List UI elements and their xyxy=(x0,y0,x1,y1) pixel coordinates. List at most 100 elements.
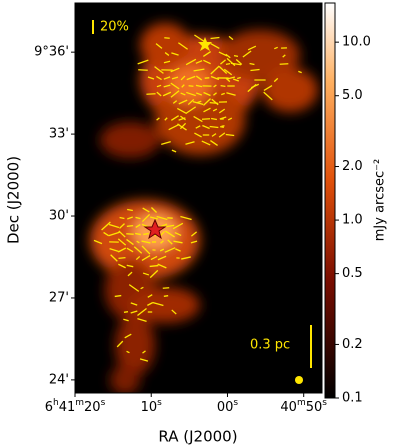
polarization-vector xyxy=(218,51,228,57)
polarization-vector xyxy=(127,271,133,277)
polarization-vector xyxy=(176,107,188,115)
polarization-vector xyxy=(157,263,167,269)
polarization-vector xyxy=(192,101,204,105)
polarization-vector xyxy=(170,115,180,121)
x-axis-label: RA (J2000) xyxy=(158,428,237,446)
x-tick-label: 10s xyxy=(141,398,163,415)
polarization-vectors xyxy=(93,34,302,362)
polarization-vector xyxy=(210,65,220,75)
colorbar-tick-label: 10.0 xyxy=(342,35,371,50)
polarization-vector xyxy=(170,67,180,73)
polarization-vector xyxy=(172,100,178,104)
polarization-vector xyxy=(126,264,134,268)
polarization-vector xyxy=(162,287,170,289)
polarization-vector xyxy=(116,340,124,348)
polarization-vector xyxy=(161,140,171,146)
polarization-vector xyxy=(201,140,211,146)
polarization-vector xyxy=(156,215,168,221)
polarization-vector xyxy=(185,141,195,145)
polarization-vector xyxy=(171,149,177,153)
polarization-vector xyxy=(218,65,228,75)
polarization-vector xyxy=(126,350,130,354)
polarization-vector xyxy=(147,302,153,306)
polarization-vector xyxy=(221,92,225,96)
polarization-vector xyxy=(226,92,236,96)
polarization-vector xyxy=(160,240,164,244)
polarization-vector xyxy=(141,254,151,262)
polarization-vector xyxy=(137,59,149,65)
polarization-vector xyxy=(273,77,279,83)
polarization-vector xyxy=(118,263,126,269)
polarization-vector xyxy=(178,42,188,50)
polarization-vector xyxy=(108,231,120,237)
polarization-vector xyxy=(178,99,188,105)
polarization-vector xyxy=(149,269,159,279)
polarization-vector xyxy=(159,248,165,252)
polarization-vector xyxy=(225,133,235,137)
polarization-vector xyxy=(203,98,211,106)
polarization-vector xyxy=(195,92,203,96)
polarization-vector xyxy=(117,238,127,246)
polarization-vector xyxy=(203,107,211,113)
y-tick-label: 24' xyxy=(49,372,69,387)
polarization-vector xyxy=(149,216,159,220)
polarization-vector xyxy=(135,255,141,261)
polarization-vector xyxy=(117,247,127,253)
polarization-vector xyxy=(195,84,203,88)
polarization-vector xyxy=(128,284,140,292)
polarization-vector xyxy=(180,75,186,81)
polarization-vector xyxy=(141,213,151,223)
polarization-vector xyxy=(156,91,162,97)
polarization-vector xyxy=(226,76,236,80)
polarization-vector xyxy=(226,57,236,67)
polarization-vector xyxy=(194,132,202,138)
polarization-vector xyxy=(141,245,151,255)
polarization-vector xyxy=(220,84,226,88)
beam-marker xyxy=(295,376,303,384)
polarization-vector xyxy=(123,311,129,313)
polarization-vector xyxy=(143,232,149,236)
plot-frame xyxy=(74,2,323,394)
polarization-vector xyxy=(168,123,180,131)
colorbar-tick-label: 1.0 xyxy=(342,213,363,228)
polarization-vector xyxy=(156,75,162,81)
polarization-vector xyxy=(213,84,217,88)
polarization-vector xyxy=(219,125,225,129)
polarization-vector xyxy=(110,254,118,262)
colorbar-tick-label: 0.1 xyxy=(342,391,363,406)
polarization-vector xyxy=(209,102,219,104)
polarization-vector xyxy=(250,68,260,72)
colorbar-tick-label: 0.2 xyxy=(342,337,363,352)
polarization-vector xyxy=(167,239,173,245)
polarization-vector xyxy=(180,215,192,221)
polarization-vector xyxy=(171,309,177,315)
y-tick-label: 33' xyxy=(49,127,69,142)
polarization-vector xyxy=(195,75,203,81)
polarization-vector xyxy=(298,70,302,74)
polarization-vector xyxy=(163,84,171,88)
polarization-vector xyxy=(142,272,150,276)
polarization-vector xyxy=(130,302,138,306)
polarization-vector xyxy=(185,106,197,114)
polarization-vector xyxy=(186,75,196,81)
annotation: 20% xyxy=(100,20,129,35)
polarization-vector xyxy=(165,230,175,238)
polarization-vector xyxy=(119,216,125,220)
polarization-vector xyxy=(137,318,147,322)
x-tick-label: 6h41m20s xyxy=(45,398,106,415)
polarization-vector xyxy=(138,69,148,71)
polarization-vector xyxy=(135,223,141,229)
polarization-vector xyxy=(225,63,231,65)
polarization-vector xyxy=(142,350,146,354)
polarization-vector xyxy=(119,223,125,229)
colorbar-tick-label: 2.0 xyxy=(342,159,363,174)
polarization-vector xyxy=(135,232,141,236)
polarization-vector xyxy=(230,62,242,66)
polarization-vector xyxy=(170,90,180,98)
polarization-vector xyxy=(202,51,212,57)
polarization-vector xyxy=(124,333,132,339)
polarization-vector xyxy=(164,52,170,56)
polarization-vector xyxy=(154,66,164,74)
star-marker xyxy=(143,218,167,240)
